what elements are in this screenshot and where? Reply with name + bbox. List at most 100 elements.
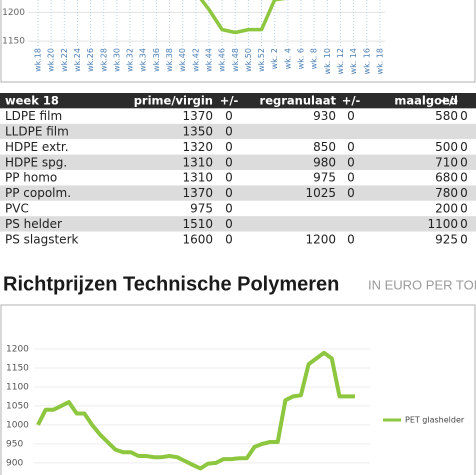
table-cell: LDPE film xyxy=(5,109,62,123)
x-tick-label: wk. 10 xyxy=(323,48,332,74)
table-cell: 850 xyxy=(313,140,336,154)
table-cell: 200 xyxy=(435,202,458,216)
table-cell: 0 xyxy=(225,202,233,216)
table-cell: 580 xyxy=(435,109,458,123)
table-cell: 0 xyxy=(225,109,233,123)
table-cell: 680 xyxy=(435,171,458,185)
plot xyxy=(199,0,287,35)
table-header-cell: prime/virgin xyxy=(134,94,213,108)
table-row-bg xyxy=(0,123,476,140)
top-chart-frame xyxy=(0,0,476,83)
x-tick-label: wk. 18 xyxy=(375,48,384,74)
table-cell: HDPE spg. xyxy=(5,155,67,169)
table-cell: 0 xyxy=(460,140,468,154)
table-header-cell: week 18 xyxy=(5,94,59,108)
x-tick-label: wk.42 xyxy=(191,48,200,72)
table-cell: 0 xyxy=(460,217,468,231)
x-tick-label: wk.44 xyxy=(204,48,213,72)
x-tick-label: wk. 6 xyxy=(297,48,306,69)
table-row-bg xyxy=(0,200,476,217)
x-tick-label: wk.48 xyxy=(231,48,240,72)
table-cell: 1350 xyxy=(182,125,213,139)
table-cell: 0 xyxy=(347,186,355,200)
table-cell: 0 xyxy=(460,232,468,246)
table-row-bg xyxy=(0,170,476,186)
table-cell: 500 xyxy=(435,140,458,154)
y-tick-label: 1100 xyxy=(6,382,29,392)
table-header-cell: maalgoed xyxy=(394,94,458,108)
table-header-cell: +/- xyxy=(439,94,458,108)
table-cell: 975 xyxy=(313,171,336,185)
table-cell: 0 xyxy=(225,140,233,154)
y-tick-label: 1150 xyxy=(6,363,29,373)
x-tick-label: wk.26 xyxy=(86,48,95,72)
table-row-bg xyxy=(0,139,476,155)
table-cell: 0 xyxy=(225,186,233,200)
section-title: Richtprijzen Technische Polymeren xyxy=(3,273,339,295)
x-tick-label: wk.36 xyxy=(152,48,161,72)
table-cell: 1370 xyxy=(182,109,213,123)
table-cell: PS helder xyxy=(5,217,62,231)
table-cell: 0 xyxy=(460,186,468,200)
table-row-bg xyxy=(0,154,476,170)
table-cell: PS slagsterk xyxy=(5,232,78,246)
x-tick-label: wk.38 xyxy=(165,48,174,72)
table-header-cell: +/- xyxy=(342,94,361,108)
table-cell: 0 xyxy=(225,125,233,139)
table-row-bg xyxy=(0,216,476,232)
table-cell: 0 xyxy=(460,109,468,123)
x-tick-label: wk.34 xyxy=(139,48,148,72)
line-series xyxy=(199,0,287,35)
table-cell: PP copolm. xyxy=(5,186,71,200)
y-tick-label: 1150 xyxy=(2,37,25,47)
table-cell: 710 xyxy=(435,155,458,169)
table-row-bg xyxy=(0,185,476,201)
table-cell: 1370 xyxy=(182,186,213,200)
y-tick-label: 950 xyxy=(6,439,23,449)
table-cell: 0 xyxy=(225,232,233,246)
x-tick-label: wk.24 xyxy=(73,48,82,72)
table-cell: 0 xyxy=(460,155,468,169)
table-cell: 980 xyxy=(313,155,336,169)
x-tick-label: wk.28 xyxy=(99,48,108,72)
table-cell: PP homo xyxy=(5,171,57,185)
x-tick-label: wk.20 xyxy=(47,48,56,72)
table-cell: 1600 xyxy=(182,232,213,246)
table-cell: 1310 xyxy=(182,171,213,185)
legend-label: PET glashelder xyxy=(405,416,465,425)
table-cell: 0 xyxy=(460,202,468,216)
table-cell: 975 xyxy=(190,202,213,216)
table-cell: 1200 xyxy=(305,232,336,246)
x-tick-label: wk.22 xyxy=(60,48,69,72)
x-tick-label: wk.52 xyxy=(257,48,266,72)
line-series xyxy=(36,350,355,471)
bottom-chart-frame xyxy=(0,304,476,475)
table-cell: 0 xyxy=(347,109,355,123)
table-cell: 1100 xyxy=(427,217,458,231)
y-tick-label: 900 xyxy=(6,458,23,468)
table-cell: PVC xyxy=(5,202,29,216)
table-cell: 0 xyxy=(225,217,233,231)
table-cell: 0 xyxy=(460,171,468,185)
table-cell: 1025 xyxy=(305,186,336,200)
x-tick-label: wk. 4 xyxy=(283,48,292,69)
table-cell: 1310 xyxy=(182,155,213,169)
x-tick-label: wk.32 xyxy=(126,48,135,72)
table-cell: 0 xyxy=(347,232,355,246)
table-cell: 0 xyxy=(347,140,355,154)
x-tick-label: wk. 12 xyxy=(336,48,345,74)
table-cell: 930 xyxy=(313,109,336,123)
table-cell: 0 xyxy=(347,155,355,169)
x-tick-label: wk.46 xyxy=(218,48,227,72)
x-tick-label: wk.18 xyxy=(34,48,43,72)
y-tick-label: 1050 xyxy=(6,401,29,411)
table-cell: 0 xyxy=(225,171,233,185)
table-cell: 0 xyxy=(347,171,355,185)
table-header-cell: regranulaat xyxy=(260,94,337,108)
x-tick-label: wk.40 xyxy=(178,48,187,72)
table-header-cell: +/- xyxy=(220,94,239,108)
table-cell: 925 xyxy=(435,232,458,246)
x-tick-label: wk. 8 xyxy=(310,48,319,69)
table-cell: 0 xyxy=(225,155,233,169)
